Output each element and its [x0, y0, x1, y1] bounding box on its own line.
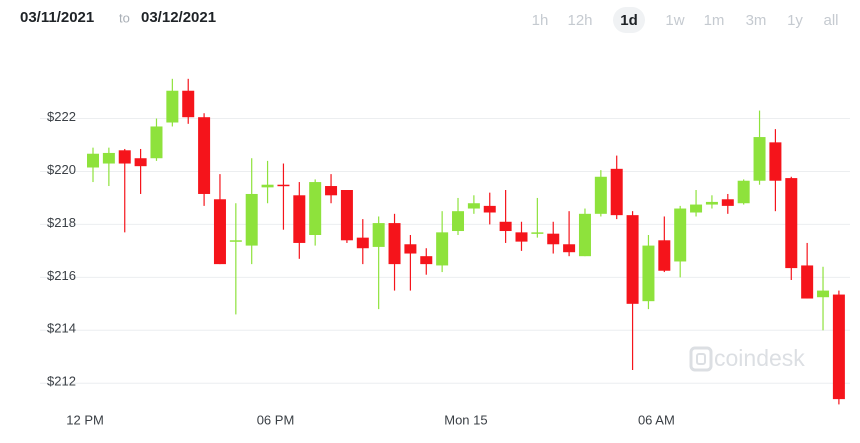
range-button[interactable]: 1y	[787, 12, 803, 29]
candle-body	[499, 221, 512, 232]
candle-body	[118, 150, 131, 164]
y-tick-label: $212	[47, 374, 76, 389]
range-button[interactable]: 1m	[704, 12, 725, 29]
range-selector: 1h 12h 1d 1w 1m 3m 1y all	[532, 7, 839, 33]
candle-body	[785, 178, 798, 269]
candle-body	[578, 213, 591, 257]
range-button[interactable]: 3m	[746, 12, 767, 29]
candle-body	[594, 176, 607, 214]
candle-body	[721, 199, 734, 206]
candle-body	[642, 245, 655, 302]
candle-body	[293, 195, 306, 243]
range-button[interactable]: 1h	[532, 12, 549, 29]
x-tick-label: Mon 15	[444, 412, 487, 427]
candle-body	[356, 237, 369, 249]
candle-body	[340, 190, 353, 241]
candle-body	[817, 290, 830, 298]
watermark-logo	[689, 346, 713, 372]
candle-body	[547, 233, 560, 245]
date-separator: to	[119, 10, 130, 25]
candle-body	[610, 168, 623, 216]
candle-body	[134, 158, 147, 167]
candle-body	[277, 184, 290, 187]
range-button[interactable]: 1w	[665, 12, 684, 29]
candle-body	[166, 90, 179, 123]
candle-body	[150, 126, 163, 159]
candle-body	[404, 244, 417, 254]
y-tick-label: $222	[47, 109, 76, 124]
candle-body	[388, 223, 401, 265]
candle-body	[563, 244, 576, 253]
candle-body	[531, 232, 544, 234]
candle-body	[452, 211, 465, 232]
candle-body	[436, 232, 449, 266]
candle-body	[483, 205, 496, 213]
range-button[interactable]: all	[823, 12, 838, 29]
candle-body	[325, 186, 338, 196]
candle-body	[626, 215, 639, 304]
date-to[interactable]: 03/12/2021	[141, 9, 216, 26]
candle-body	[372, 223, 385, 247]
watermark-logo	[696, 353, 706, 365]
candle-body	[674, 208, 687, 262]
candle-body	[467, 203, 480, 209]
range-active-bg	[613, 7, 645, 33]
watermark: coindesk	[689, 345, 805, 372]
date-from[interactable]: 03/11/2021	[20, 9, 94, 26]
range-button[interactable]: 1d	[620, 12, 638, 29]
candle-body	[245, 193, 258, 246]
x-tick-label: 06 AM	[638, 412, 675, 427]
candle-body	[213, 199, 226, 265]
candle-body	[690, 204, 703, 213]
candle-body	[87, 153, 100, 168]
candle-body	[737, 180, 750, 204]
grid: $212 $214 $216 $218 $220 $222 12 PM 06 PM Mon 15…	[40, 109, 850, 427]
candle-body	[198, 117, 211, 194]
range-button[interactable]: 12h	[567, 12, 592, 29]
candle-body	[832, 294, 845, 400]
candles	[87, 78, 845, 405]
candle-body	[102, 152, 115, 164]
candle-body	[658, 240, 671, 271]
y-tick-label: $214	[47, 321, 76, 336]
x-tick-label: 06 PM	[257, 412, 295, 427]
watermark-text: coindesk	[714, 345, 805, 371]
candle-body	[229, 240, 242, 242]
y-tick-label: $218	[47, 215, 76, 230]
candle-body	[309, 182, 322, 235]
candle-body	[769, 142, 782, 181]
x-tick-label: 12 PM	[66, 412, 104, 427]
candle-body	[261, 184, 274, 188]
candle-body	[182, 90, 195, 118]
candle-body	[515, 232, 528, 242]
candle-body	[753, 137, 766, 181]
y-tick-label: $220	[47, 162, 76, 177]
candle-body	[420, 256, 433, 265]
candle-body	[801, 265, 814, 299]
y-tick-label: $216	[47, 268, 76, 283]
candle-body	[705, 201, 718, 205]
